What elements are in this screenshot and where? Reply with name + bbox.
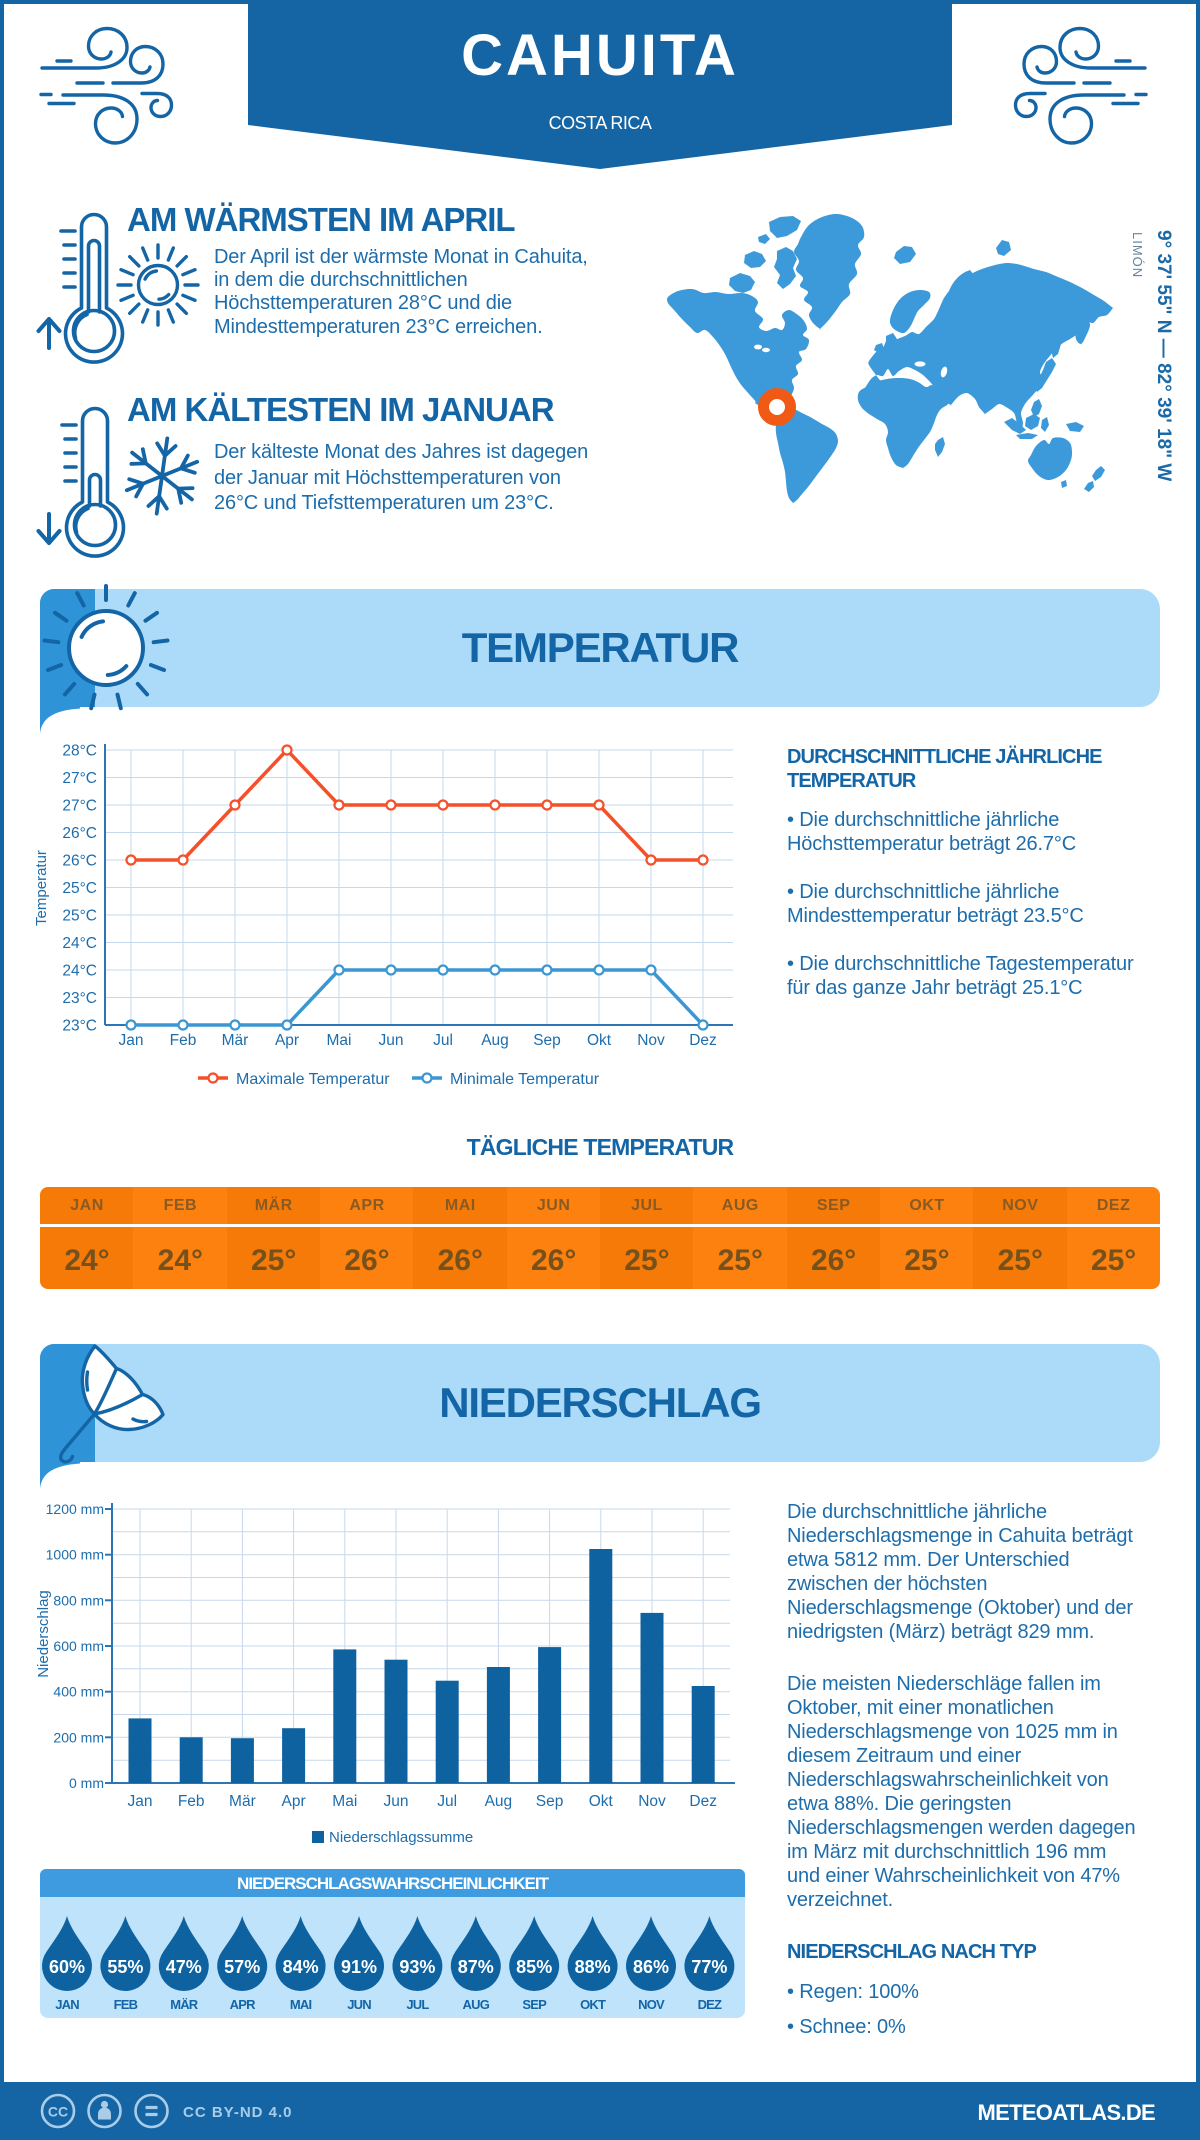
- svg-text:Mär: Mär: [229, 1793, 256, 1810]
- svg-text:200 mm: 200 mm: [53, 1729, 104, 1745]
- svg-text:1200 mm: 1200 mm: [46, 1501, 104, 1517]
- svg-text:APR: APR: [230, 1997, 256, 2012]
- svg-text:27°C: 27°C: [62, 770, 97, 787]
- svg-text:Mai: Mai: [327, 1032, 352, 1049]
- svg-text:87%: 87%: [458, 1957, 494, 1977]
- svg-text:60%: 60%: [49, 1957, 85, 1977]
- svg-text:55%: 55%: [107, 1957, 143, 1977]
- svg-text:88%: 88%: [575, 1957, 611, 1977]
- svg-text:Sep: Sep: [536, 1793, 564, 1810]
- svg-text:CC: CC: [48, 2104, 68, 2120]
- svg-text:DEZ: DEZ: [698, 1997, 722, 2012]
- svg-text:Minimale Temperatur: Minimale Temperatur: [450, 1071, 600, 1088]
- svg-text:Dez: Dez: [689, 1793, 717, 1810]
- svg-text:86%: 86%: [633, 1957, 669, 1977]
- svg-text:25°C: 25°C: [62, 880, 97, 897]
- svg-text:23°C: 23°C: [62, 990, 97, 1007]
- svg-text:Niederschlag: Niederschlag: [35, 1590, 52, 1678]
- svg-text:Feb: Feb: [178, 1793, 205, 1810]
- svg-text:JUN: JUN: [347, 1997, 371, 2012]
- svg-text:Mär: Mär: [222, 1032, 249, 1049]
- svg-text:Jun: Jun: [384, 1793, 409, 1810]
- svg-text:Jan: Jan: [128, 1793, 153, 1810]
- svg-text:Jul: Jul: [437, 1793, 457, 1810]
- svg-text:26°C: 26°C: [62, 853, 97, 870]
- svg-text:77%: 77%: [691, 1957, 727, 1977]
- svg-text:AUG: AUG: [463, 1997, 490, 2012]
- svg-text:91%: 91%: [341, 1957, 377, 1977]
- svg-text:MÄR: MÄR: [170, 1997, 199, 2012]
- svg-text:Jul: Jul: [433, 1032, 453, 1049]
- svg-text:Okt: Okt: [589, 1793, 614, 1810]
- svg-text:MAI: MAI: [290, 1997, 312, 2012]
- svg-text:Apr: Apr: [275, 1032, 299, 1049]
- svg-text:Temperatur: Temperatur: [33, 850, 50, 926]
- svg-text:25°C: 25°C: [62, 908, 97, 925]
- svg-text:27°C: 27°C: [62, 798, 97, 815]
- svg-text:Mai: Mai: [332, 1793, 357, 1810]
- svg-text:84%: 84%: [283, 1957, 319, 1977]
- svg-text:Sep: Sep: [533, 1032, 561, 1049]
- svg-text:NOV: NOV: [638, 1997, 665, 2012]
- svg-text:Nov: Nov: [637, 1032, 665, 1049]
- svg-text:JUL: JUL: [406, 1997, 429, 2012]
- svg-text:800 mm: 800 mm: [53, 1592, 104, 1608]
- svg-text:Dez: Dez: [689, 1032, 717, 1049]
- svg-text:Aug: Aug: [485, 1793, 513, 1810]
- svg-text:47%: 47%: [166, 1957, 202, 1977]
- svg-text:Feb: Feb: [170, 1032, 197, 1049]
- svg-text:OKT: OKT: [580, 1997, 606, 2012]
- svg-text:24°C: 24°C: [62, 935, 97, 952]
- svg-text:400 mm: 400 mm: [53, 1684, 104, 1700]
- svg-text:FEB: FEB: [114, 1997, 138, 2012]
- svg-text:Apr: Apr: [282, 1793, 306, 1810]
- svg-text:1000 mm: 1000 mm: [46, 1547, 104, 1563]
- svg-text:0 mm: 0 mm: [69, 1775, 104, 1791]
- svg-text:JAN: JAN: [55, 1997, 79, 2012]
- svg-text:26°C: 26°C: [62, 825, 97, 842]
- svg-text:85%: 85%: [516, 1957, 552, 1977]
- svg-text:23°C: 23°C: [62, 1018, 97, 1035]
- svg-text:SEP: SEP: [522, 1997, 547, 2012]
- svg-text:Niederschlagssumme: Niederschlagssumme: [329, 1829, 473, 1846]
- svg-text:Okt: Okt: [587, 1032, 612, 1049]
- svg-text:57%: 57%: [224, 1957, 260, 1977]
- svg-text:24°C: 24°C: [62, 963, 97, 980]
- svg-text:Nov: Nov: [638, 1793, 666, 1810]
- svg-text:93%: 93%: [399, 1957, 435, 1977]
- svg-text:600 mm: 600 mm: [53, 1638, 104, 1654]
- svg-text:Jun: Jun: [379, 1032, 404, 1049]
- svg-text:Aug: Aug: [481, 1032, 509, 1049]
- svg-text:Maximale Temperatur: Maximale Temperatur: [236, 1071, 390, 1088]
- svg-text:Jan: Jan: [119, 1032, 144, 1049]
- svg-text:28°C: 28°C: [62, 743, 97, 760]
